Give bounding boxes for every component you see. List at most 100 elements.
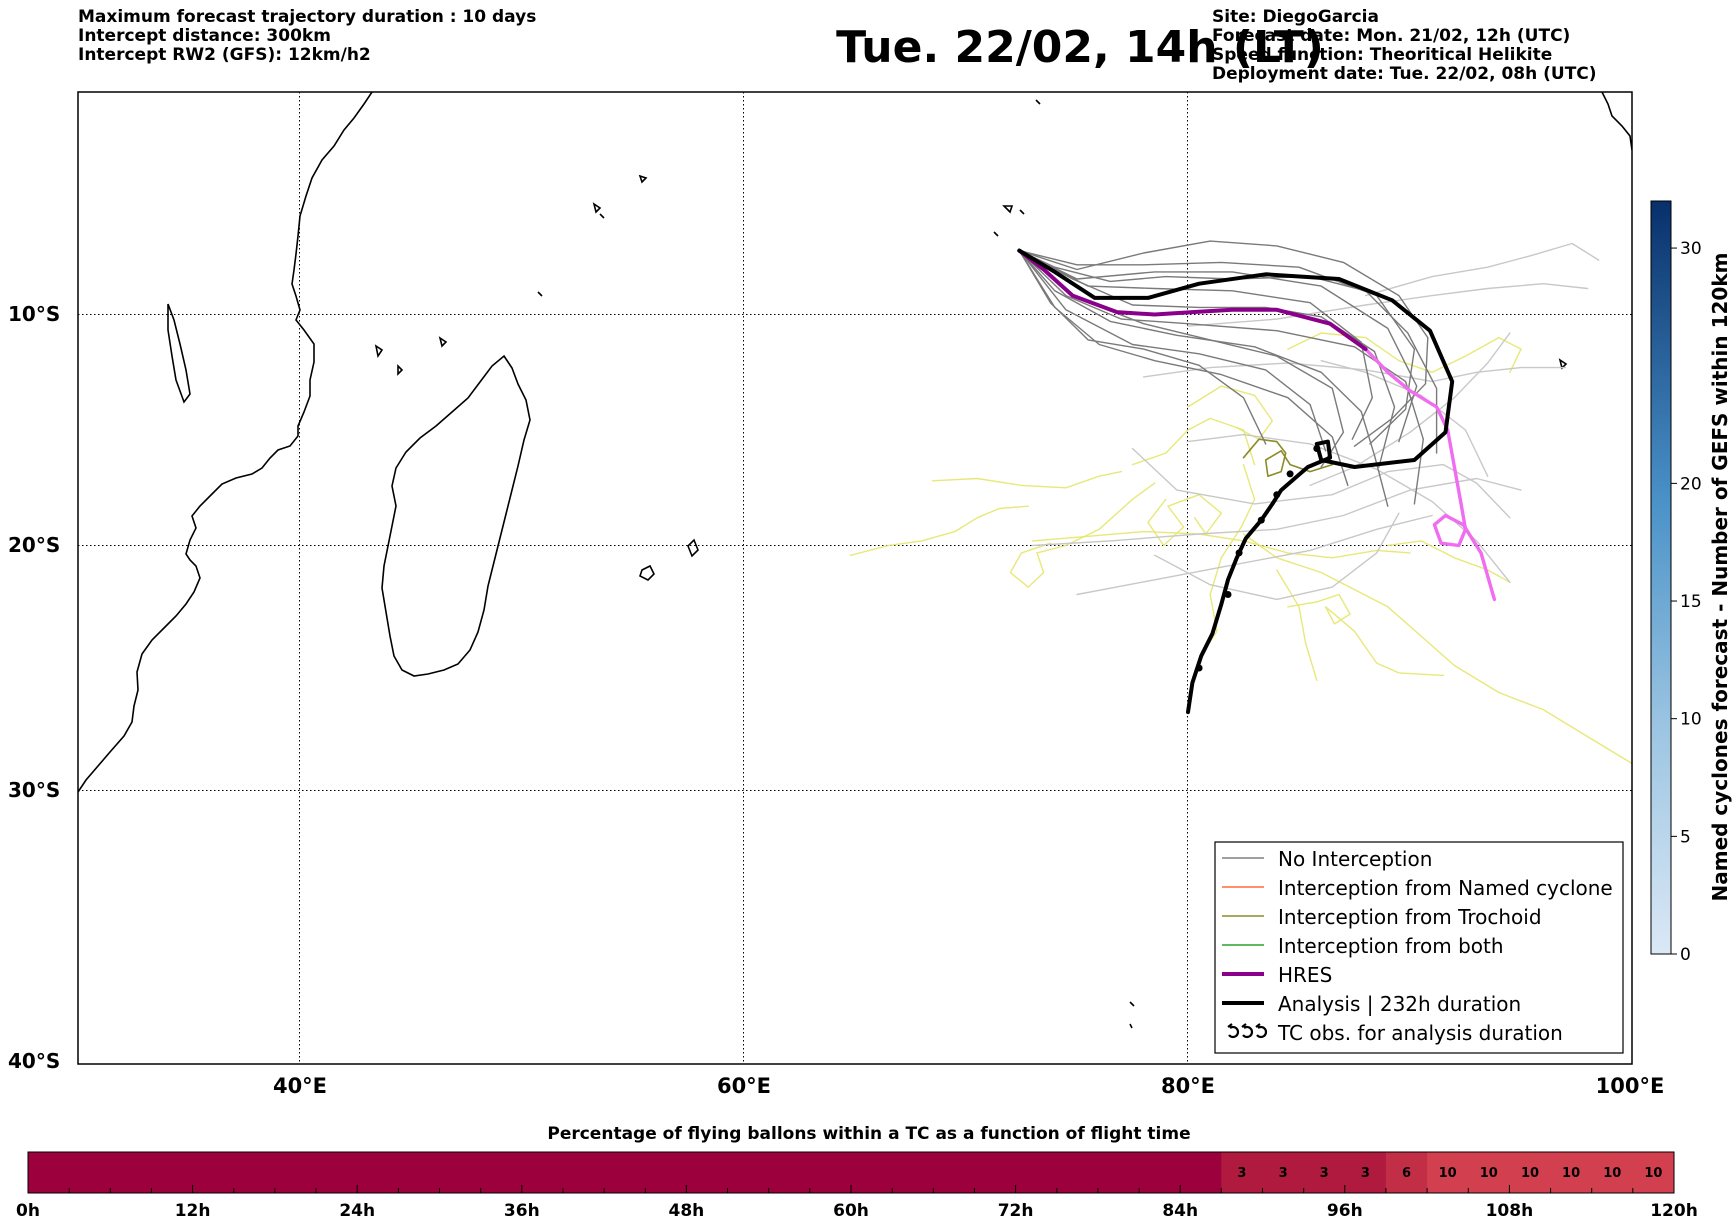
lat-label-20s: 20°S (8, 533, 60, 557)
light-gray-track-6 (1076, 514, 1433, 596)
africa-coastline (78, 92, 373, 793)
vertical-colorbar-tick-label: 20 (1680, 474, 1702, 494)
speed-function-text: Speed function: Theoritical Helikite (1212, 45, 1553, 65)
yellow-track-7 (1131, 417, 1256, 466)
bottom-colorbar-cell-value: 10 (1439, 1166, 1457, 1181)
bottom-colorbar-cell (1468, 1152, 1510, 1193)
bottom-colorbar-cell (1344, 1152, 1387, 1193)
no-interception-track-5 (1018, 249, 1424, 505)
bottom-colorbar-cells: 3 3 3 3 6 10 10 10 10 10 10 (1221, 1152, 1675, 1193)
graticule (78, 92, 1632, 1064)
vertical-colorbar-tick-label: 30 (1680, 239, 1702, 259)
yellow-track-9 (1287, 593, 1444, 677)
longitude-labels: 40°E 60°E 80°E 100°E (273, 1074, 1664, 1098)
no-interception-track-6 (1018, 249, 1396, 468)
legend: No Interception Interception from Named … (1214, 841, 1624, 1054)
lon-label-100e: 100°E (1596, 1074, 1665, 1098)
bottom-colorbar-cell-value: 10 (1603, 1166, 1621, 1181)
vertical-colorbar: 0 5 10 15 20 30 Named cyclones forecast - Num… (1650, 200, 1732, 965)
bottom-colorbar-tick-label: 36h (504, 1201, 540, 1221)
vertical-colorbar-tick-label: 0 (1680, 945, 1691, 965)
bottom-colorbar-cell-value: 6 (1402, 1166, 1411, 1181)
chagos-islands (993, 205, 1025, 237)
yellow-track-8 (1387, 540, 1511, 583)
light-gray-track-4 (1131, 447, 1511, 519)
bottom-colorbar-cell (1550, 1152, 1593, 1193)
vertical-colorbar-tick-label: 5 (1680, 827, 1691, 847)
land-outlines (78, 92, 1632, 1029)
tc-observation-point (1224, 591, 1232, 598)
bottom-colorbar-cell (1427, 1152, 1469, 1193)
light-gray-track-0 (1187, 283, 1589, 327)
no-interception-track-3 (1018, 249, 1389, 507)
bottom-colorbar-cell-value: 10 (1644, 1166, 1662, 1181)
bottom-colorbar-cell-value: 3 (1361, 1166, 1370, 1181)
bottom-colorbar: Percentage of flying ballons within a TC… (16, 1124, 1698, 1221)
yellow-track-0 (849, 505, 1029, 556)
lat-label-10s: 10°S (8, 302, 60, 326)
bottom-colorbar-cell (1591, 1152, 1634, 1193)
tc-observation-point (1273, 491, 1281, 499)
bottom-colorbar-minor-ticks (27, 1185, 1675, 1193)
no-interception-track-2 (1018, 249, 1373, 440)
east-coast-fragment (1601, 92, 1632, 151)
bottom-colorbar-cell (1509, 1152, 1552, 1193)
legend-label-no-interception: No Interception (1278, 847, 1432, 871)
tc-observation-point (1235, 549, 1243, 557)
legend-box (1214, 841, 1624, 1054)
light-gray-track-2 (1142, 362, 1567, 383)
max-duration-text: Maximum forecast trajectory duration : 1… (78, 7, 537, 27)
latitude-labels: 10°S 20°S 30°S 40°S (8, 302, 60, 1073)
bottom-colorbar-tick-label: 108h (1486, 1201, 1534, 1221)
light-gray-track-8 (1309, 332, 1511, 487)
bottom-colorbar-cell (1303, 1152, 1346, 1193)
bottom-colorbar-tick-label: 72h (998, 1201, 1034, 1221)
bottom-colorbar-tick-label: 120h (1650, 1201, 1698, 1221)
header-right-info: Site: DiegoGarcia Forecast date: Mon. 21… (1212, 8, 1597, 84)
legend-label-trochoid: Interception from Trochoid (1278, 905, 1542, 929)
bottom-colorbar-tick-label: 0h (16, 1201, 40, 1221)
forecast-date-text: Forecast date: Mon. 21/02, 12h (UTC) (1212, 26, 1571, 46)
bottom-colorbar-cell (1221, 1152, 1263, 1193)
vertical-colorbar-tick-label: 15 (1680, 592, 1702, 612)
bottom-colorbar-cell-value: 3 (1237, 1166, 1246, 1181)
map-panel: 10°S 20°S 30°S 40°S 40°E 60°E 80°E 100°E… (8, 91, 1664, 1098)
tc-observation-point (1286, 470, 1294, 478)
comoros-islands (374, 336, 448, 376)
bottom-colorbar-cell-value: 3 (1320, 1166, 1329, 1181)
bottom-colorbar-cell-value: 10 (1562, 1166, 1580, 1181)
bottom-colorbar-cell (1632, 1152, 1675, 1193)
no-interception-track-8 (1018, 249, 1267, 445)
header-left-info: Maximum forecast trajectory duration : 1… (78, 8, 536, 65)
light-gray-track-7 (1154, 512, 1400, 601)
vertical-colorbar-gradient (1650, 200, 1672, 955)
main-title: Tue. 22/02, 14h (LT) (836, 22, 1324, 73)
deployment-date-text: Deployment date: Tue. 22/02, 08h (UTC) (1212, 64, 1597, 84)
hres-tail-track (1363, 347, 1497, 602)
bottom-colorbar-tick-label: 60h (833, 1201, 869, 1221)
small-islands (1035, 99, 1568, 1029)
madagascar-outline (381, 354, 531, 677)
yellow-track-2 (1009, 482, 1156, 588)
bottom-colorbar-tick-label: 12h (175, 1201, 211, 1221)
analysis-track (1017, 248, 1455, 715)
bottom-colorbar-tick-label: 24h (339, 1201, 375, 1221)
yellow-track-5 (1147, 494, 1222, 547)
hres-track (1017, 248, 1368, 352)
no-interception-track-11 (1018, 249, 1418, 443)
bottom-colorbar-tick-label: 84h (1162, 1201, 1198, 1221)
bottom-colorbar-cell (1262, 1152, 1305, 1193)
lake-outline (167, 303, 191, 404)
intercept-rw2-text: Intercept RW2 (GFS): 12km/h2 (78, 45, 371, 65)
reunion-island (639, 564, 655, 581)
lon-label-40e: 40°E (273, 1074, 327, 1098)
site-text: Site: DiegoGarcia (1212, 7, 1379, 27)
yellow-track-12 (1187, 385, 1274, 440)
lat-label-40s: 40°S (8, 1049, 60, 1073)
intercept-distance-text: Intercept distance: 300km (78, 26, 331, 46)
vertical-colorbar-ticks: 0 5 10 15 20 30 (1671, 239, 1702, 965)
tc-observation-point (1313, 445, 1321, 452)
lon-label-80e: 80°E (1161, 1074, 1215, 1098)
trajectory-layer (849, 240, 1632, 765)
